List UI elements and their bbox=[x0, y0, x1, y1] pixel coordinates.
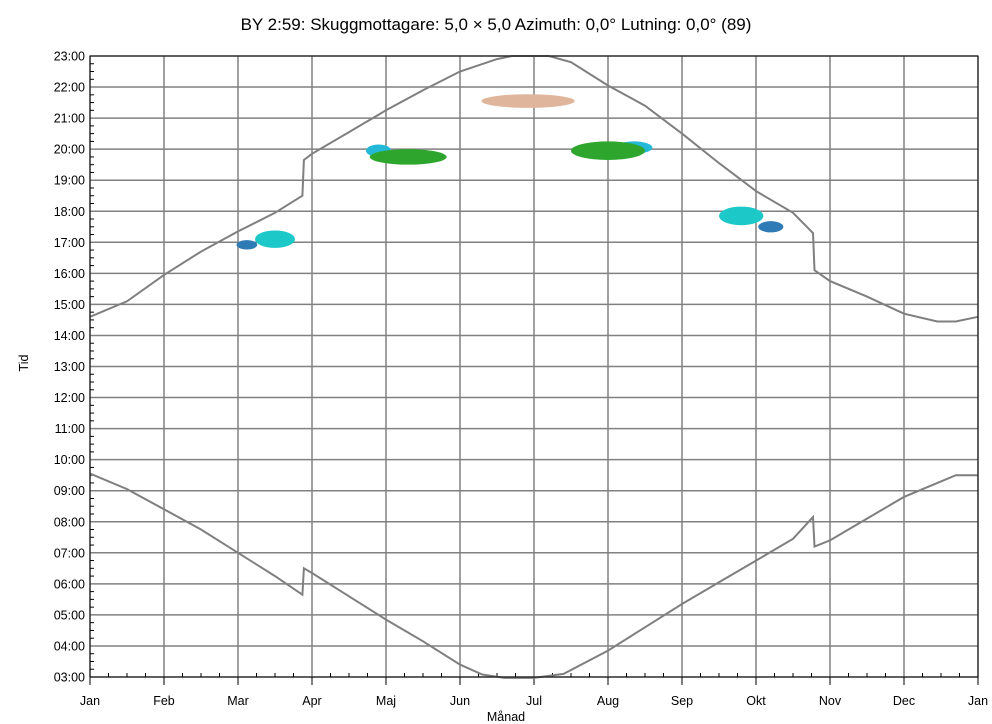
x-tick-label: Sep bbox=[671, 694, 693, 708]
y-tick-label: 21:00 bbox=[54, 112, 85, 126]
plot-frame bbox=[89, 55, 979, 678]
minor-ticks bbox=[89, 63, 979, 685]
y-tick-label: 19:00 bbox=[54, 174, 85, 188]
shadow-area bbox=[236, 240, 258, 250]
y-tick-label: 23:00 bbox=[54, 50, 85, 64]
y-tick-label: 08:00 bbox=[54, 515, 85, 529]
shadow-area bbox=[758, 221, 784, 233]
y-tick-label: 07:00 bbox=[54, 546, 85, 560]
y-tick-label: 20:00 bbox=[54, 143, 85, 157]
shadow-area bbox=[255, 230, 295, 248]
y-tick-label: 13:00 bbox=[54, 360, 85, 374]
x-tick-label: Maj bbox=[376, 694, 396, 708]
shadow-area bbox=[571, 141, 645, 161]
x-tick-label: Jan bbox=[968, 694, 988, 708]
y-tick-label: 22:00 bbox=[54, 81, 85, 95]
y-axis-label: Tid bbox=[17, 355, 31, 372]
y-tick-label: 14:00 bbox=[54, 329, 85, 343]
shadow-area bbox=[481, 94, 575, 108]
x-tick-label: Nov bbox=[819, 694, 842, 708]
x-tick-label: Feb bbox=[153, 694, 175, 708]
y-tick-label: 09:00 bbox=[54, 484, 85, 498]
y-tick-label: 03:00 bbox=[54, 671, 85, 685]
y-tick-label: 10:00 bbox=[54, 453, 85, 467]
shadow-area bbox=[719, 206, 764, 226]
shadow-areas bbox=[236, 94, 784, 250]
x-tick-label: Jul bbox=[526, 694, 542, 708]
y-tick-labels: 03:00 04:00 05:00 06:00 07:00 08:00 09:00 10:00… bbox=[54, 50, 85, 685]
y-tick-label: 18:00 bbox=[54, 205, 85, 219]
x-tick-label: Mar bbox=[227, 694, 249, 708]
x-tick-label: Apr bbox=[302, 694, 321, 708]
y-tick-label: 04:00 bbox=[54, 639, 85, 653]
sunrise-curve bbox=[89, 472, 978, 679]
x-tick-label: Jun bbox=[450, 694, 470, 708]
x-tick-label: Aug bbox=[597, 694, 619, 708]
y-tick-label: 12:00 bbox=[54, 391, 85, 405]
shadow-area bbox=[369, 149, 447, 165]
y-tick-label: 15:00 bbox=[54, 298, 85, 312]
grid bbox=[89, 55, 979, 678]
x-axis-label: Månad bbox=[487, 710, 525, 724]
y-tick-label: 16:00 bbox=[54, 267, 85, 281]
x-tick-label: Dec bbox=[893, 694, 915, 708]
y-tick-label: 06:00 bbox=[54, 577, 85, 591]
x-tick-label: Okt bbox=[746, 694, 766, 708]
chart-title: BY 2:59: Skuggmottagare: 5,0 × 5,0 Azimu… bbox=[241, 15, 752, 34]
y-tick-label: 11:00 bbox=[55, 422, 85, 436]
y-tick-label: 05:00 bbox=[54, 608, 85, 622]
y-tick-label: 17:00 bbox=[54, 236, 85, 250]
x-tick-label: Jan bbox=[80, 694, 100, 708]
x-tick-labels: Jan Feb Mar Apr Maj Jun Jul Aug Sep Okt Nov Dec Jan bbox=[80, 694, 988, 708]
